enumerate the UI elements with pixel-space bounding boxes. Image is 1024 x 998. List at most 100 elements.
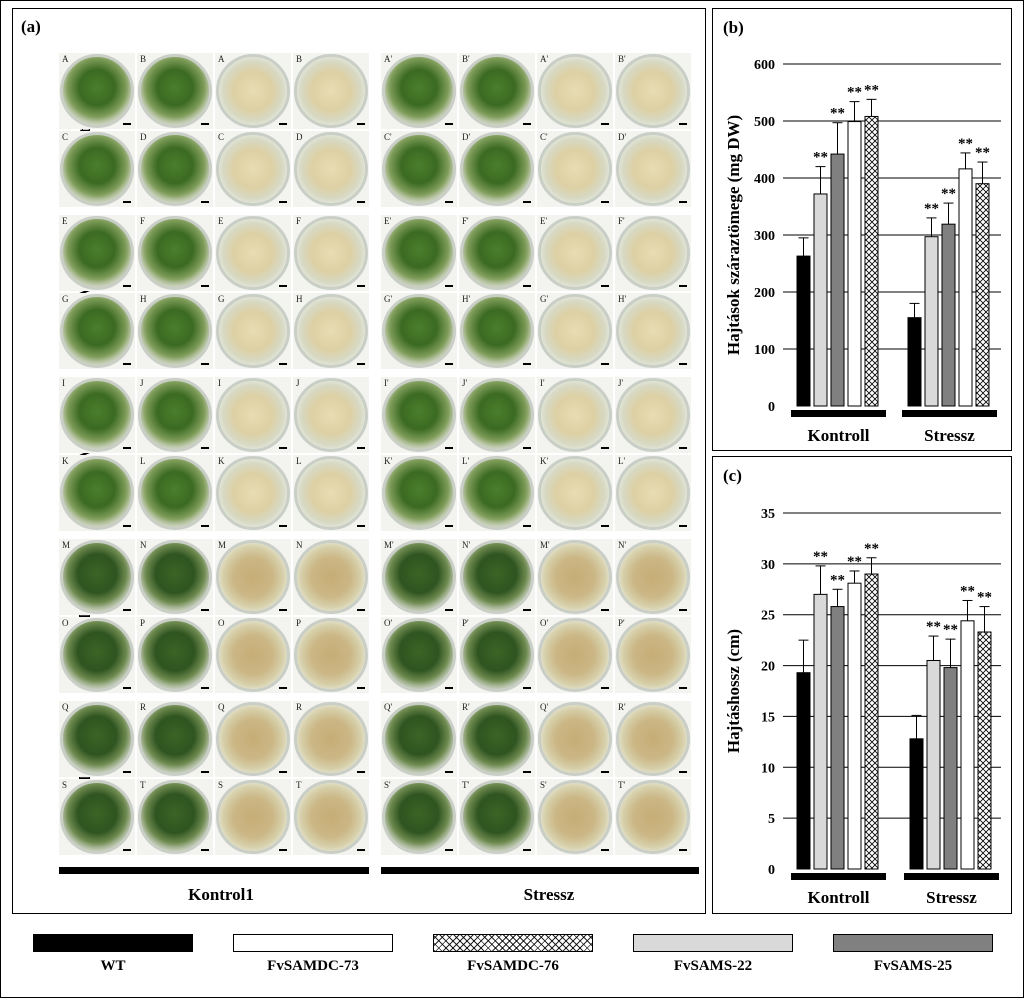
cell-label: L' xyxy=(462,456,470,466)
root-dish xyxy=(538,378,612,452)
cell-label: P xyxy=(296,618,302,628)
scale-bar xyxy=(601,285,609,287)
scale-bar xyxy=(445,849,453,851)
photo-cell: E' xyxy=(381,215,457,291)
photo-cell: K' xyxy=(537,455,613,531)
scale-bar xyxy=(445,771,453,773)
photo-cell: P' xyxy=(459,617,535,693)
y-tick-label: 0 xyxy=(768,400,775,415)
plant-dish xyxy=(460,780,534,854)
plant-dish xyxy=(382,540,456,614)
cell-label: B xyxy=(296,54,303,64)
plant-dish xyxy=(460,294,534,368)
photo-cell: A' xyxy=(381,53,457,129)
photo-cell: M xyxy=(59,539,135,615)
plant-dish xyxy=(382,702,456,776)
cell-label: H xyxy=(296,294,303,304)
root-dish xyxy=(616,540,690,614)
scale-bar xyxy=(523,771,531,773)
scale-bar xyxy=(201,687,209,689)
bar xyxy=(796,672,811,870)
category-bar xyxy=(904,873,999,880)
photo-cell: G xyxy=(215,293,291,369)
photo-cell: H' xyxy=(615,293,691,369)
cell-label: R' xyxy=(618,702,626,712)
bar xyxy=(830,606,845,870)
plant-dish xyxy=(460,132,534,206)
scale-bar xyxy=(445,123,453,125)
plant-dish xyxy=(382,456,456,530)
cell-label: D' xyxy=(618,132,627,142)
bar xyxy=(864,573,879,870)
photo-cell: T xyxy=(137,779,213,855)
cell-label: J' xyxy=(462,378,468,388)
cell-label: M' xyxy=(384,540,394,550)
root-dish xyxy=(538,294,612,368)
root-dish xyxy=(216,294,290,368)
cell-label: P xyxy=(140,618,146,628)
photo-cell: K xyxy=(59,455,135,531)
cell-label: E' xyxy=(540,216,548,226)
photo-cell: N' xyxy=(459,539,535,615)
bar xyxy=(926,659,941,870)
cell-label: T xyxy=(140,780,146,790)
significance-label: ** xyxy=(943,622,958,638)
photo-cell: N xyxy=(293,539,369,615)
photo-cell: J xyxy=(137,377,213,453)
scale-bar xyxy=(201,609,209,611)
root-dish xyxy=(216,780,290,854)
plant-dish xyxy=(138,540,212,614)
significance-label: ** xyxy=(926,619,941,635)
plant-dish xyxy=(460,216,534,290)
scale-bar xyxy=(123,849,131,851)
photo-cell: F xyxy=(293,215,369,291)
cell-label: S xyxy=(218,780,224,790)
significance-label: ** xyxy=(847,554,862,570)
photo-cell: I' xyxy=(381,377,457,453)
category-label: Kontroll xyxy=(807,426,869,445)
photo-cell: P' xyxy=(615,617,691,693)
cell-label: N xyxy=(296,540,303,550)
scale-bar xyxy=(279,447,287,449)
legend-swatch xyxy=(433,934,593,952)
cell-label: N xyxy=(140,540,147,550)
photo-cell: O' xyxy=(537,617,613,693)
cell-label: Q' xyxy=(540,702,549,712)
root-dish xyxy=(216,216,290,290)
photo-cell: M' xyxy=(537,539,613,615)
photo-cell: M' xyxy=(381,539,457,615)
plant-dish xyxy=(60,540,134,614)
panel-a-label: (a) xyxy=(21,17,41,36)
photo-cell: O' xyxy=(381,617,457,693)
scale-bar xyxy=(679,687,687,689)
cell-label: F xyxy=(296,216,302,226)
root-dish xyxy=(538,456,612,530)
scale-bar xyxy=(445,609,453,611)
photo-cell: S' xyxy=(381,779,457,855)
scale-bar xyxy=(523,201,531,203)
cell-label: T' xyxy=(618,780,626,790)
plant-dish xyxy=(138,378,212,452)
plant-dish xyxy=(138,456,212,530)
root-dish xyxy=(216,702,290,776)
scale-bar xyxy=(679,123,687,125)
photo-cell: B xyxy=(137,53,213,129)
scale-bar xyxy=(279,609,287,611)
plant-dish xyxy=(60,294,134,368)
photo-cell: A' xyxy=(537,53,613,129)
root-dish xyxy=(294,618,368,692)
cell-label: E xyxy=(218,216,224,226)
photo-cell: F xyxy=(137,215,213,291)
cell-label: A' xyxy=(540,54,549,64)
scale-bar xyxy=(601,363,609,365)
photo-cell: H' xyxy=(459,293,535,369)
scale-bar xyxy=(601,687,609,689)
cell-label: H' xyxy=(462,294,471,304)
root-dish xyxy=(538,780,612,854)
scale-bar xyxy=(523,687,531,689)
kontroll-group-bar xyxy=(59,867,369,874)
plant-dish xyxy=(460,54,534,128)
cell-label: C' xyxy=(384,132,392,142)
cell-label: S xyxy=(62,780,68,790)
